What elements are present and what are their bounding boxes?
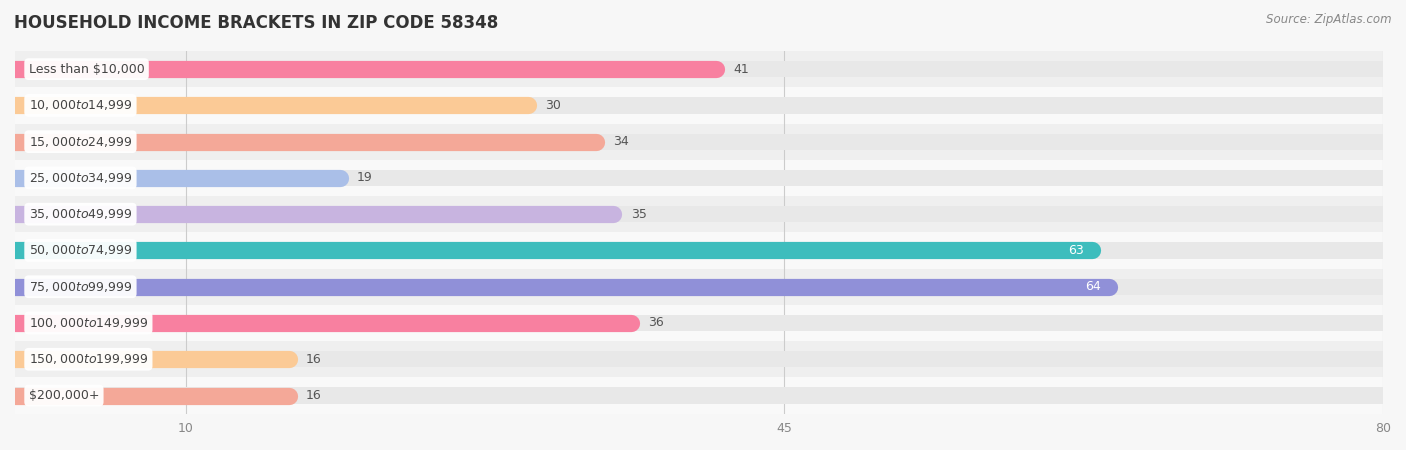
Bar <box>15 351 1384 368</box>
Text: $200,000+: $200,000+ <box>28 389 100 402</box>
Text: $35,000 to $49,999: $35,000 to $49,999 <box>28 207 132 221</box>
Text: 63: 63 <box>1069 244 1084 257</box>
Bar <box>15 51 1384 87</box>
Text: 16: 16 <box>305 389 322 402</box>
Bar <box>15 206 1384 222</box>
Bar <box>15 387 1384 404</box>
Bar <box>15 134 1384 150</box>
Bar <box>15 196 1384 232</box>
Text: HOUSEHOLD INCOME BRACKETS IN ZIP CODE 58348: HOUSEHOLD INCOME BRACKETS IN ZIP CODE 58… <box>14 14 498 32</box>
Bar <box>15 341 1384 378</box>
Text: 35: 35 <box>631 208 647 220</box>
Text: $75,000 to $99,999: $75,000 to $99,999 <box>28 280 132 294</box>
Text: 36: 36 <box>648 316 664 329</box>
Bar <box>15 305 1384 341</box>
Bar <box>15 61 1384 77</box>
Bar <box>15 378 1384 414</box>
Text: $15,000 to $24,999: $15,000 to $24,999 <box>28 135 132 148</box>
Text: $150,000 to $199,999: $150,000 to $199,999 <box>28 352 148 366</box>
Text: 16: 16 <box>305 353 322 366</box>
Bar <box>15 279 1384 295</box>
Text: 34: 34 <box>613 135 630 148</box>
Bar <box>15 269 1384 305</box>
Bar <box>15 87 1384 124</box>
Bar <box>15 232 1384 269</box>
Bar <box>15 97 1384 113</box>
Text: Source: ZipAtlas.com: Source: ZipAtlas.com <box>1267 14 1392 27</box>
Bar <box>15 170 1384 186</box>
Bar <box>15 242 1384 259</box>
Text: $25,000 to $34,999: $25,000 to $34,999 <box>28 171 132 185</box>
Bar <box>15 124 1384 160</box>
Text: 19: 19 <box>357 171 373 184</box>
Bar <box>15 160 1384 196</box>
Text: $50,000 to $74,999: $50,000 to $74,999 <box>28 243 132 257</box>
Text: $100,000 to $149,999: $100,000 to $149,999 <box>28 316 148 330</box>
Text: 41: 41 <box>733 63 749 76</box>
Text: Less than $10,000: Less than $10,000 <box>28 63 145 76</box>
Bar <box>15 315 1384 331</box>
Text: 30: 30 <box>546 99 561 112</box>
Text: $10,000 to $14,999: $10,000 to $14,999 <box>28 99 132 112</box>
Text: 64: 64 <box>1085 280 1101 293</box>
